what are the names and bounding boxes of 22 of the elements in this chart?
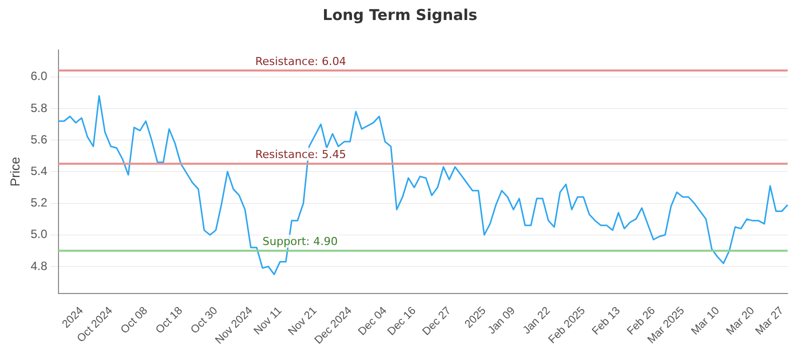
x-tick-label: Mar 27 (753, 304, 786, 338)
y-tick-label: 5.8 (30, 100, 48, 115)
x-tick-label: Nov 11 (252, 304, 284, 338)
x-tick-label: Oct 18 (154, 304, 186, 336)
y-axis-title: Price (7, 156, 22, 186)
y-tick-label: 5.4 (30, 164, 48, 178)
x-tick-label: Jan 09 (486, 304, 518, 337)
ref-line-label: Support: 4.90 (262, 235, 338, 248)
x-tick-label: Dec 27 (420, 304, 454, 338)
ref-line-label: Resistance: 5.45 (255, 148, 346, 162)
x-tick-label: Oct 08 (118, 304, 150, 336)
ref-line-label: Resistance: 6.04 (255, 54, 346, 68)
x-tick-label: Oct 30 (188, 304, 220, 336)
x-tick-label: Feb 13 (590, 304, 623, 338)
x-tick-label: Mar 10 (689, 304, 722, 338)
y-tick-label: 4.8 (30, 258, 48, 273)
y-tick-label: 6.0 (30, 69, 48, 84)
y-tick-label: 5.6 (30, 132, 48, 146)
chart-title: Long Term Signals (322, 6, 478, 24)
x-tick-label: Dec 16 (385, 304, 418, 338)
y-tick-label: 5.0 (30, 227, 48, 242)
y-tick-label: 5.2 (30, 196, 48, 210)
